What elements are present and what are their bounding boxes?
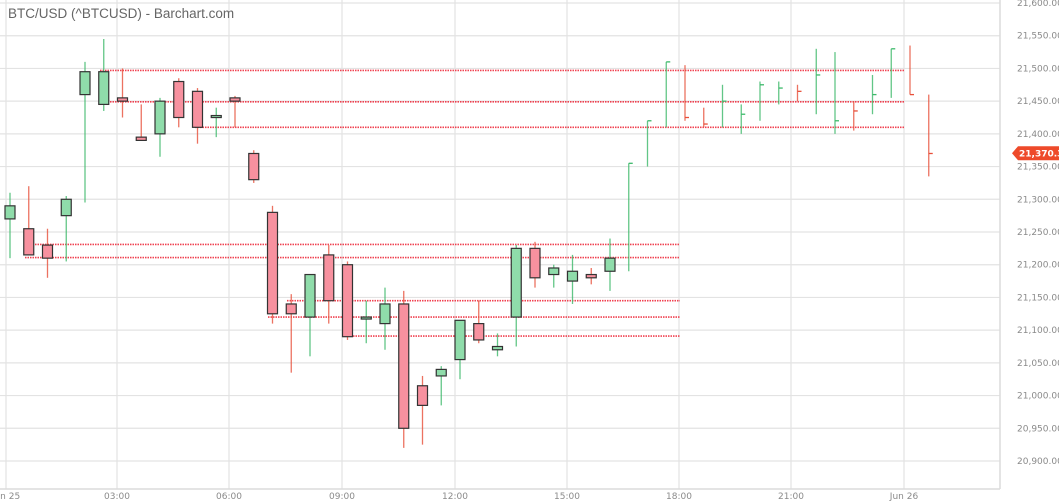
y-tick-label: 21,250.00 bbox=[1017, 228, 1059, 238]
x-tick-label: 21:00 bbox=[778, 492, 804, 502]
y-tick-label: 21,050.00 bbox=[1017, 359, 1059, 369]
y-tick-label: 21,400.00 bbox=[1017, 130, 1059, 140]
y-tick-label: 21,450.00 bbox=[1017, 97, 1059, 107]
x-tick-label: 18:00 bbox=[666, 492, 692, 502]
y-tick-label: 21,100.00 bbox=[1017, 326, 1059, 336]
y-tick-label: 21,200.00 bbox=[1017, 261, 1059, 271]
x-tick-label: Jun 26 bbox=[889, 492, 919, 502]
last-price-tag: 21,370.35 bbox=[1012, 146, 1059, 161]
x-tick-label: Jun 25 bbox=[0, 492, 20, 502]
x-tick-label: 12:00 bbox=[442, 492, 468, 502]
x-axis: Jun 25 03:00 06:00 09:00 12:00 15:00 18:00 21:0… bbox=[0, 492, 918, 502]
y-tick-label: 21,000.00 bbox=[1017, 392, 1059, 402]
y-axis: 21,600.00 21,550.00 21,500.00 21,450.00 21,4… bbox=[1017, 0, 1059, 467]
x-tick-label: 09:00 bbox=[329, 492, 355, 502]
last-price-label: 21,370.35 bbox=[1019, 149, 1059, 159]
y-tick-label: 21,500.00 bbox=[1017, 64, 1059, 74]
y-tick-label: 21,550.00 bbox=[1017, 32, 1059, 42]
candles bbox=[4, 38, 933, 448]
y-tick-label: 21,300.00 bbox=[1017, 195, 1059, 205]
y-tick-label: 21,600.00 bbox=[1017, 0, 1059, 9]
y-tick-label: 20,900.00 bbox=[1017, 457, 1059, 467]
x-tick-label: 15:00 bbox=[554, 492, 580, 502]
chart-title: BTC/USD (^BTCUSD) - Barchart.com bbox=[8, 6, 235, 21]
y-tick-label: 20,950.00 bbox=[1017, 424, 1059, 434]
y-tick-label: 21,150.00 bbox=[1017, 293, 1059, 303]
x-tick-label: 06:00 bbox=[216, 492, 242, 502]
y-tick-label: 21,350.00 bbox=[1017, 163, 1059, 173]
x-tick-label: 03:00 bbox=[104, 492, 130, 502]
